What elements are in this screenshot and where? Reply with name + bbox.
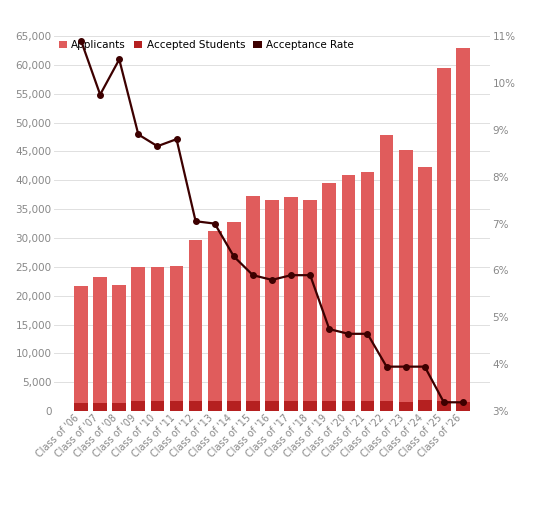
- Bar: [189, 401, 202, 411]
- Bar: [361, 401, 374, 411]
- Bar: [399, 150, 412, 411]
- Bar: [113, 402, 126, 411]
- Bar: [93, 402, 107, 411]
- Bar: [418, 167, 431, 411]
- Bar: [246, 196, 260, 411]
- Bar: [304, 200, 317, 411]
- Bar: [418, 400, 431, 411]
- Bar: [456, 402, 470, 411]
- Bar: [284, 197, 298, 411]
- Bar: [208, 230, 221, 411]
- Bar: [304, 401, 317, 411]
- Bar: [361, 172, 374, 411]
- Bar: [170, 401, 183, 411]
- Legend: Applicants, Accepted Students, Acceptance Rate: Applicants, Accepted Students, Acceptanc…: [54, 36, 358, 54]
- Bar: [93, 277, 107, 411]
- Bar: [323, 401, 336, 411]
- Bar: [265, 200, 279, 411]
- Bar: [227, 223, 240, 411]
- Bar: [208, 401, 221, 411]
- Bar: [342, 175, 355, 411]
- Bar: [227, 401, 240, 411]
- Bar: [437, 68, 451, 411]
- Bar: [170, 266, 183, 411]
- Bar: [399, 402, 412, 411]
- Bar: [151, 267, 164, 411]
- Bar: [437, 401, 451, 411]
- Bar: [380, 401, 393, 411]
- Bar: [132, 401, 145, 411]
- Bar: [323, 183, 336, 411]
- Bar: [74, 286, 88, 411]
- Bar: [456, 47, 470, 411]
- Bar: [342, 401, 355, 411]
- Bar: [284, 401, 298, 411]
- Bar: [246, 401, 260, 411]
- Bar: [74, 403, 88, 411]
- Bar: [113, 285, 126, 411]
- Bar: [151, 401, 164, 411]
- Bar: [189, 241, 202, 411]
- Bar: [380, 135, 393, 411]
- Bar: [132, 267, 145, 411]
- Bar: [265, 401, 279, 411]
